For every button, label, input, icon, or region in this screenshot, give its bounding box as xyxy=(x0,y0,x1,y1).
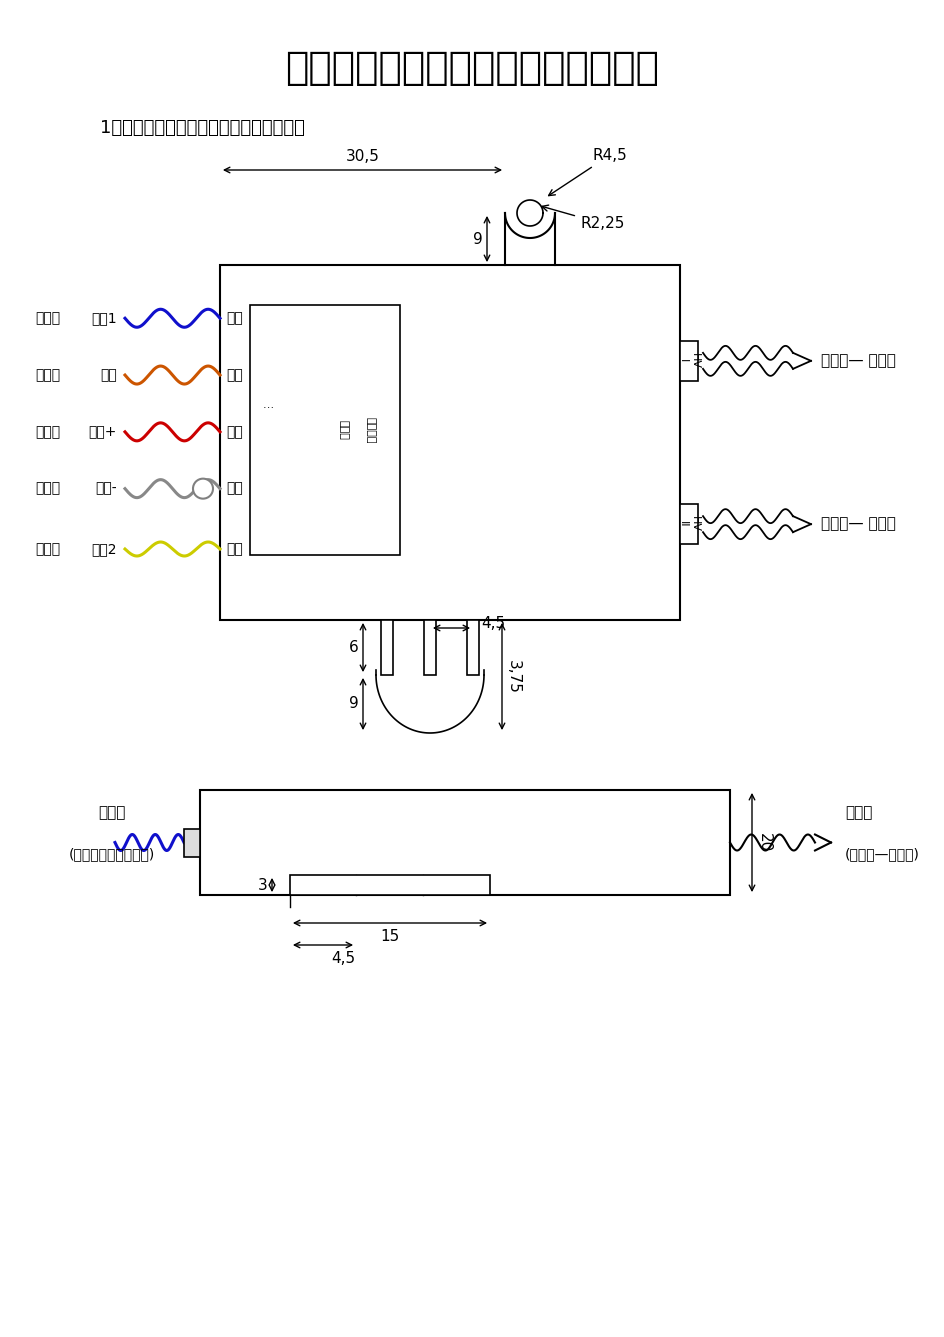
Text: 3,75: 3,75 xyxy=(505,659,520,694)
Text: (点火线—点火针): (点火线—点火针) xyxy=(844,848,919,861)
Bar xyxy=(250,305,399,555)
Text: 电子脉冲点火器图解及常见故障排除: 电子脉冲点火器图解及常见故障排除 xyxy=(285,49,658,87)
Text: 红色: 红色 xyxy=(226,425,243,439)
Text: HV
II: HV II xyxy=(678,516,700,532)
Text: 3: 3 xyxy=(258,877,268,893)
Text: 开关1: 开关1 xyxy=(92,312,117,325)
Text: 接地: 接地 xyxy=(100,368,117,382)
Text: 输入端: 输入端 xyxy=(98,805,126,821)
Text: 开关2: 开关2 xyxy=(92,541,117,556)
Text: 4,5: 4,5 xyxy=(480,615,505,631)
Text: 1、典型双灶脉冲控制器外部接线及尺寸图: 1、典型双灶脉冲控制器外部接线及尺寸图 xyxy=(100,119,305,136)
Text: 大插片: 大插片 xyxy=(35,481,59,496)
Text: 充电器等: 充电器等 xyxy=(364,417,375,444)
Text: 小插片: 小插片 xyxy=(35,541,59,556)
Text: 蓝色: 蓝色 xyxy=(226,312,243,325)
Bar xyxy=(424,620,435,675)
Text: 6: 6 xyxy=(349,640,359,655)
Bar xyxy=(184,829,200,857)
Text: 黑色: 黑色 xyxy=(226,481,243,496)
Text: 黄色: 黄色 xyxy=(226,541,243,556)
Bar xyxy=(466,620,479,675)
Text: 点火线— 点火针: 点火线— 点火针 xyxy=(820,516,895,532)
Bar xyxy=(680,504,698,544)
Text: 环接片: 环接片 xyxy=(35,368,59,382)
Text: 中第机: 中第机 xyxy=(338,420,347,440)
Bar xyxy=(290,874,490,894)
Text: 点火线— 点火针: 点火线— 点火针 xyxy=(820,353,895,369)
Text: 橙色: 橙色 xyxy=(226,368,243,382)
Text: R2,25: R2,25 xyxy=(542,205,624,231)
Text: R4,5: R4,5 xyxy=(548,148,626,195)
Text: 9: 9 xyxy=(349,697,359,711)
Text: (开关、电源、接地等): (开关、电源、接地等) xyxy=(69,848,155,861)
Text: 20: 20 xyxy=(756,833,771,852)
Text: 9: 9 xyxy=(473,231,482,246)
Circle shape xyxy=(193,479,212,499)
Text: 15: 15 xyxy=(380,929,399,944)
Text: 电源-: 电源- xyxy=(95,481,117,496)
Bar xyxy=(680,341,698,381)
Text: 大插片: 大插片 xyxy=(35,425,59,439)
Text: 30,5: 30,5 xyxy=(346,148,379,164)
Text: 电源+: 电源+ xyxy=(89,425,117,439)
Bar xyxy=(220,265,680,620)
Bar xyxy=(200,790,729,894)
Text: 输出端: 输出端 xyxy=(844,805,871,821)
Text: 小插片: 小插片 xyxy=(35,312,59,325)
Text: …: … xyxy=(262,400,273,410)
Text: HV
I: HV I xyxy=(678,353,700,369)
Text: 4,5: 4,5 xyxy=(330,951,355,967)
Bar xyxy=(380,620,393,675)
